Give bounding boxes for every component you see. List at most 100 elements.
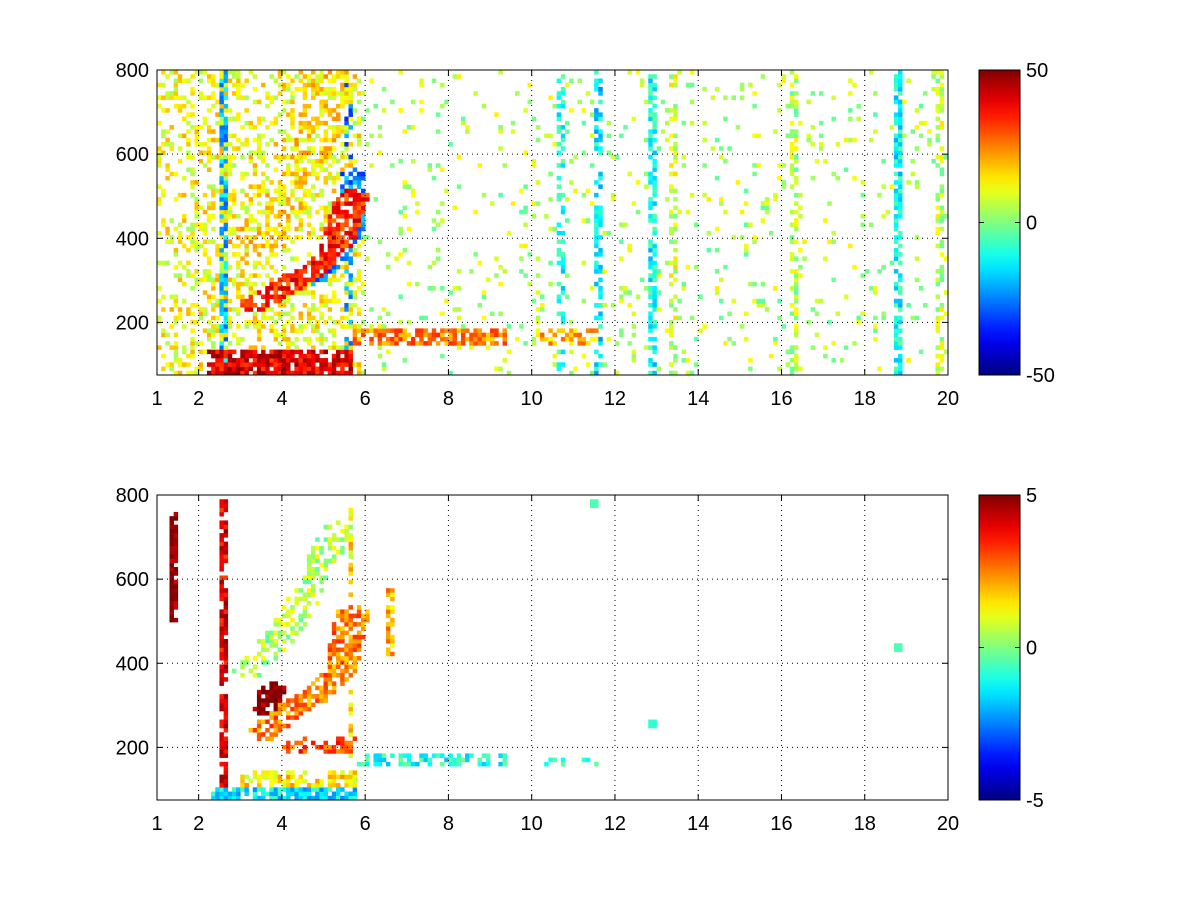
heatmap-cell [281, 201, 287, 206]
heatmap-cell [589, 328, 595, 333]
heatmap-cell [223, 180, 229, 185]
heatmap-cell [177, 158, 183, 164]
heatmap-cell [352, 634, 358, 640]
heatmap-cell [360, 209, 366, 215]
heatmap-cell [644, 137, 649, 143]
heatmap-cell [893, 324, 899, 329]
heatmap-cell [793, 269, 799, 274]
heatmap-cell [169, 550, 174, 555]
heatmap-cell [581, 108, 587, 113]
heatmap-cell [219, 681, 224, 686]
heatmap-cell [173, 541, 179, 547]
heatmap-cell [785, 103, 791, 109]
heatmap-cell [186, 137, 191, 143]
heatmap-cell [327, 218, 333, 223]
heatmap-cell [560, 336, 566, 342]
heatmap-cell [494, 273, 499, 278]
heatmap-cell [569, 180, 574, 185]
heatmap-cell [261, 154, 266, 160]
heatmap-cell [427, 167, 433, 172]
heatmap-cell [365, 328, 370, 333]
heatmap-cell [215, 315, 220, 321]
heatmap-cell [348, 302, 353, 308]
heatmap-cell [810, 91, 816, 96]
heatmap-cell [273, 685, 279, 691]
heatmap-cell [773, 341, 778, 346]
heatmap-cell [223, 702, 229, 708]
heatmap-cell [331, 269, 337, 274]
heatmap-cell [336, 319, 341, 325]
heatmap-cell [302, 596, 308, 602]
heatmap-cell [186, 112, 191, 117]
heatmap-cell [898, 647, 903, 653]
heatmap-cell [265, 689, 270, 695]
heatmap-cell [281, 336, 287, 342]
heatmap-cell [281, 795, 287, 801]
heatmap-cell [852, 137, 857, 143]
heatmap-cell [356, 171, 362, 177]
heatmap-cell [560, 349, 566, 355]
heatmap-cell [286, 235, 291, 240]
heatmap-cell [673, 142, 678, 147]
heatmap-cell [281, 154, 287, 160]
heatmap-cell [523, 243, 528, 249]
heatmap-cell [173, 252, 179, 257]
heatmap-cell [340, 655, 345, 661]
heatmap-cell [777, 315, 782, 321]
heatmap-cell [331, 778, 337, 784]
heatmap-cell [169, 600, 174, 606]
heatmap-cell [889, 260, 895, 266]
heatmap-cell [877, 366, 882, 372]
heatmap-cell [273, 715, 279, 720]
heatmap-cell [157, 345, 162, 350]
heatmap-cell [269, 99, 274, 105]
heatmap-cell [236, 137, 241, 143]
heatmap-cell [302, 175, 308, 181]
heatmap-cell [810, 307, 816, 312]
heatmap-cell [323, 230, 328, 236]
heatmap-cell [227, 358, 233, 363]
heatmap-cell [223, 719, 229, 725]
heatmap-cell [223, 630, 229, 636]
heatmap-cell [893, 205, 899, 211]
heatmap-cell [298, 137, 304, 143]
heatmap-cell [273, 617, 279, 623]
heatmap-cell [764, 197, 770, 202]
heatmap-cell [327, 86, 333, 92]
heatmap-cell [648, 243, 653, 249]
heatmap-cell [227, 154, 233, 160]
heatmap-cell [165, 95, 170, 100]
heatmap-cell [173, 345, 179, 350]
heatmap-cell [231, 74, 237, 79]
heatmap-cell [594, 146, 599, 151]
heatmap-cell [294, 588, 299, 593]
heatmap-cell [261, 307, 266, 312]
heatmap-cell [311, 86, 316, 92]
heatmap-cell [298, 362, 304, 367]
heatmap-cell [248, 158, 254, 164]
heatmap-cell [190, 226, 195, 232]
heatmap-cell [169, 516, 174, 521]
heatmap-cell [452, 336, 458, 342]
heatmap-cell [223, 108, 229, 113]
heatmap-cell [194, 137, 199, 143]
heatmap-cell [498, 281, 503, 287]
heatmap-cell [648, 358, 653, 363]
heatmap-cell [294, 600, 299, 606]
heatmap-cell [669, 370, 674, 376]
heatmap-cell [456, 269, 462, 274]
heatmap-cell [914, 180, 920, 185]
heatmap-cell [219, 214, 224, 219]
heatmap-cell [331, 252, 337, 257]
heatmap-cell [327, 362, 333, 367]
heatmap-cell [939, 214, 945, 219]
heatmap-cell [231, 70, 237, 75]
heatmap-cell [319, 70, 324, 75]
heatmap-cell [327, 112, 333, 117]
heatmap-cell [390, 609, 395, 614]
heatmap-cell [564, 332, 570, 338]
heatmap-cell [290, 205, 295, 211]
heatmap-cell [669, 184, 674, 189]
heatmap-cell [248, 727, 254, 733]
